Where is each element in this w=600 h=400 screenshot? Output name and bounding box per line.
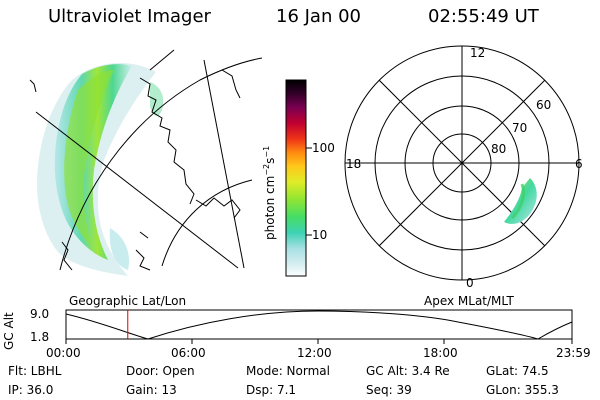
timeline-axis-title: GC Alt bbox=[2, 312, 16, 350]
timeline-tick-1200: 12:00 bbox=[297, 346, 332, 360]
info-gc-alt: GC Alt: 3.4 Re bbox=[366, 364, 450, 378]
timeline-tick-1800: 18:00 bbox=[423, 346, 458, 360]
date-label: 16 Jan 00 bbox=[276, 6, 361, 27]
timeline-tick-0000: 00:00 bbox=[46, 346, 81, 360]
timeline-tick-0600: 06:00 bbox=[171, 346, 206, 360]
timeline bbox=[65, 309, 573, 344]
colorbar-tick-10: 10 bbox=[312, 228, 328, 242]
info-dsp: Dsp: 7.1 bbox=[246, 383, 297, 397]
info-gain: Gain: 13 bbox=[126, 383, 177, 397]
timeline-ymax: 9.0 bbox=[30, 307, 50, 321]
colorbar-unit-label: photon cm−2s−1 bbox=[262, 145, 277, 240]
aurora-oval bbox=[504, 178, 537, 224]
polar-plot bbox=[344, 45, 580, 281]
info-door: Door: Open bbox=[126, 364, 195, 378]
timeline-tick-2359: 23:59 bbox=[556, 346, 591, 360]
mlt-label-6: 6 bbox=[575, 157, 583, 171]
lat-label-70: 70 bbox=[512, 121, 528, 135]
mlt-label-18: 18 bbox=[346, 157, 362, 171]
geographic-image bbox=[29, 49, 263, 276]
lat-label-80: 80 bbox=[491, 142, 507, 156]
projection-left-label: Geographic Lat/Lon bbox=[69, 294, 187, 308]
info-filter: Flt: LBHL bbox=[8, 364, 62, 378]
instrument-title: Ultraviolet Imager bbox=[48, 6, 211, 27]
info-glat: GLat: 74.5 bbox=[486, 364, 549, 378]
colorbar bbox=[285, 79, 312, 277]
time-label: 02:55:49 UT bbox=[428, 6, 539, 27]
timeline-ymin: 1.8 bbox=[30, 330, 50, 344]
info-mode: Mode: Normal bbox=[246, 364, 330, 378]
projection-right-label: Apex MLat/MLT bbox=[424, 294, 514, 308]
info-seq: Seq: 39 bbox=[366, 383, 412, 397]
mlt-label-0: 0 bbox=[466, 276, 474, 290]
info-ip: IP: 36.0 bbox=[8, 383, 54, 397]
mlt-label-12: 12 bbox=[470, 46, 486, 60]
info-glon: GLon: 355.3 bbox=[486, 383, 559, 397]
lat-label-60: 60 bbox=[536, 98, 552, 112]
colorbar-tick-100: 100 bbox=[312, 141, 335, 155]
